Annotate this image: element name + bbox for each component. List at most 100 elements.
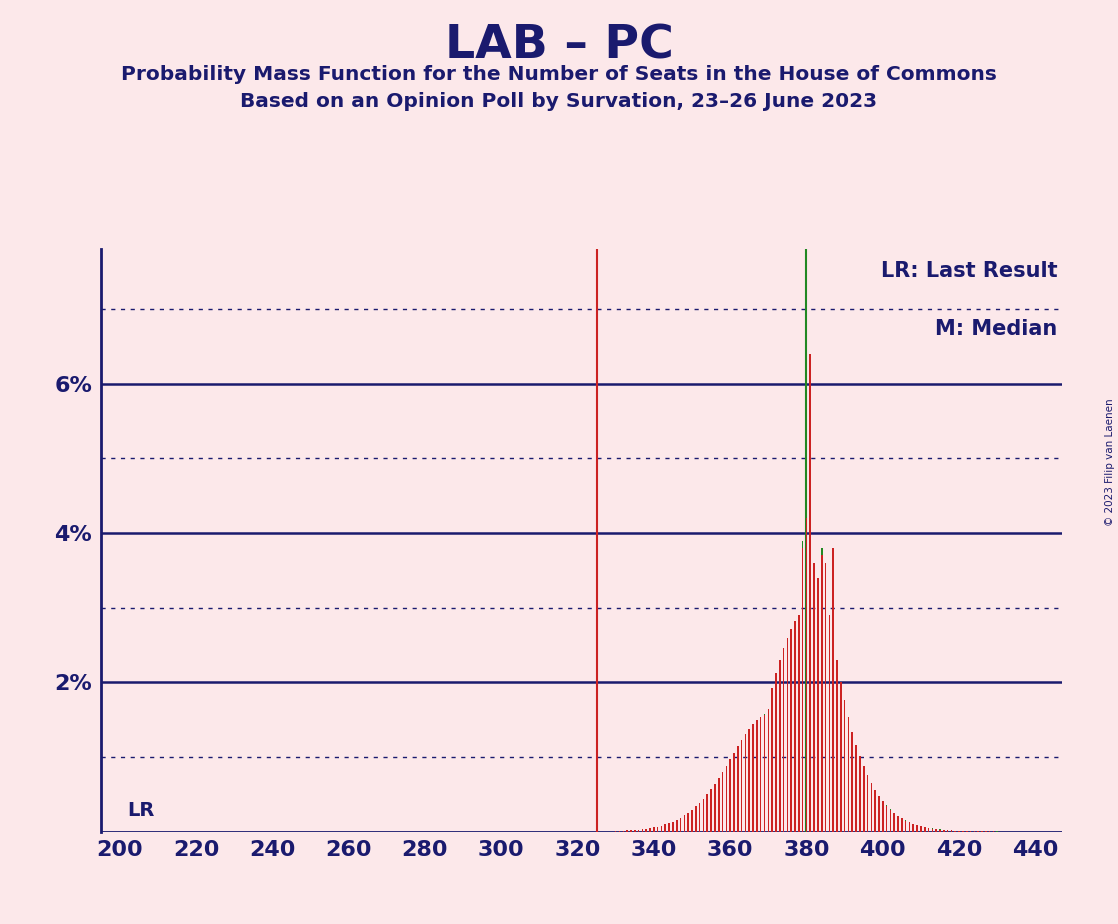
Bar: [947, 830, 948, 832]
Bar: [702, 801, 704, 832]
Bar: [672, 821, 674, 832]
Bar: [809, 354, 811, 832]
Bar: [798, 615, 799, 832]
Bar: [680, 820, 681, 832]
Bar: [752, 724, 754, 832]
Text: Based on an Opinion Poll by Survation, 23–26 June 2023: Based on an Opinion Poll by Survation, 2…: [240, 92, 878, 112]
Bar: [809, 570, 811, 832]
Bar: [917, 825, 918, 832]
Bar: [840, 686, 842, 832]
Bar: [802, 541, 804, 832]
Bar: [626, 831, 628, 832]
Bar: [726, 770, 727, 832]
Bar: [710, 789, 712, 832]
Bar: [833, 645, 834, 832]
Bar: [909, 822, 910, 832]
Bar: [874, 790, 875, 832]
Bar: [920, 826, 921, 832]
Bar: [680, 818, 681, 832]
Bar: [844, 700, 845, 832]
Bar: [923, 827, 926, 832]
Bar: [878, 796, 880, 832]
Bar: [798, 617, 799, 832]
Bar: [955, 831, 956, 832]
Bar: [890, 809, 891, 832]
Bar: [768, 710, 769, 832]
Bar: [863, 767, 864, 832]
Text: Probability Mass Function for the Number of Seats in the House of Commons: Probability Mass Function for the Number…: [121, 65, 997, 84]
Bar: [634, 830, 635, 832]
Bar: [787, 638, 788, 832]
Bar: [939, 830, 941, 832]
Bar: [676, 821, 678, 832]
Bar: [928, 828, 929, 832]
Bar: [699, 803, 701, 832]
Bar: [699, 805, 701, 832]
Text: M: Median: M: Median: [935, 320, 1058, 339]
Bar: [917, 825, 918, 832]
Bar: [936, 829, 937, 832]
Bar: [745, 735, 746, 832]
Bar: [794, 623, 796, 832]
Bar: [931, 829, 934, 832]
Bar: [901, 818, 902, 832]
Bar: [836, 660, 837, 832]
Bar: [833, 548, 834, 832]
Bar: [821, 548, 823, 832]
Bar: [847, 719, 850, 832]
Bar: [657, 827, 659, 832]
Bar: [787, 639, 788, 832]
Bar: [771, 688, 773, 832]
Bar: [688, 813, 689, 832]
Bar: [726, 766, 727, 832]
Bar: [669, 824, 670, 832]
Bar: [882, 801, 883, 832]
Bar: [707, 797, 708, 832]
Text: © 2023 Filip van Laenen: © 2023 Filip van Laenen: [1106, 398, 1115, 526]
Bar: [794, 621, 796, 832]
Bar: [760, 717, 761, 832]
Bar: [901, 819, 902, 832]
Bar: [825, 563, 826, 832]
Bar: [676, 820, 678, 832]
Bar: [729, 760, 731, 832]
Bar: [790, 628, 792, 832]
Bar: [874, 790, 875, 832]
Bar: [664, 825, 666, 832]
Bar: [893, 812, 896, 832]
Bar: [836, 667, 837, 832]
Bar: [928, 828, 929, 832]
Bar: [691, 812, 693, 832]
Bar: [817, 615, 818, 832]
Bar: [733, 753, 735, 832]
Bar: [847, 717, 850, 832]
Bar: [683, 817, 685, 832]
Bar: [779, 660, 780, 832]
Bar: [855, 746, 856, 832]
Bar: [729, 763, 731, 832]
Bar: [936, 829, 937, 832]
Bar: [661, 826, 662, 832]
Bar: [912, 824, 915, 832]
Bar: [790, 630, 792, 832]
Bar: [950, 831, 953, 832]
Bar: [718, 778, 720, 832]
Bar: [752, 726, 754, 832]
Bar: [828, 615, 831, 832]
Bar: [813, 563, 815, 832]
Bar: [923, 827, 926, 832]
Bar: [931, 829, 934, 832]
Bar: [737, 750, 739, 832]
Bar: [825, 585, 826, 832]
Bar: [645, 829, 647, 832]
Bar: [664, 824, 666, 832]
Bar: [783, 650, 785, 832]
Bar: [939, 830, 941, 832]
Bar: [650, 828, 651, 832]
Bar: [866, 775, 869, 832]
Bar: [714, 784, 716, 832]
Bar: [637, 830, 639, 832]
Bar: [779, 662, 780, 832]
Bar: [802, 548, 804, 832]
Bar: [741, 740, 742, 832]
